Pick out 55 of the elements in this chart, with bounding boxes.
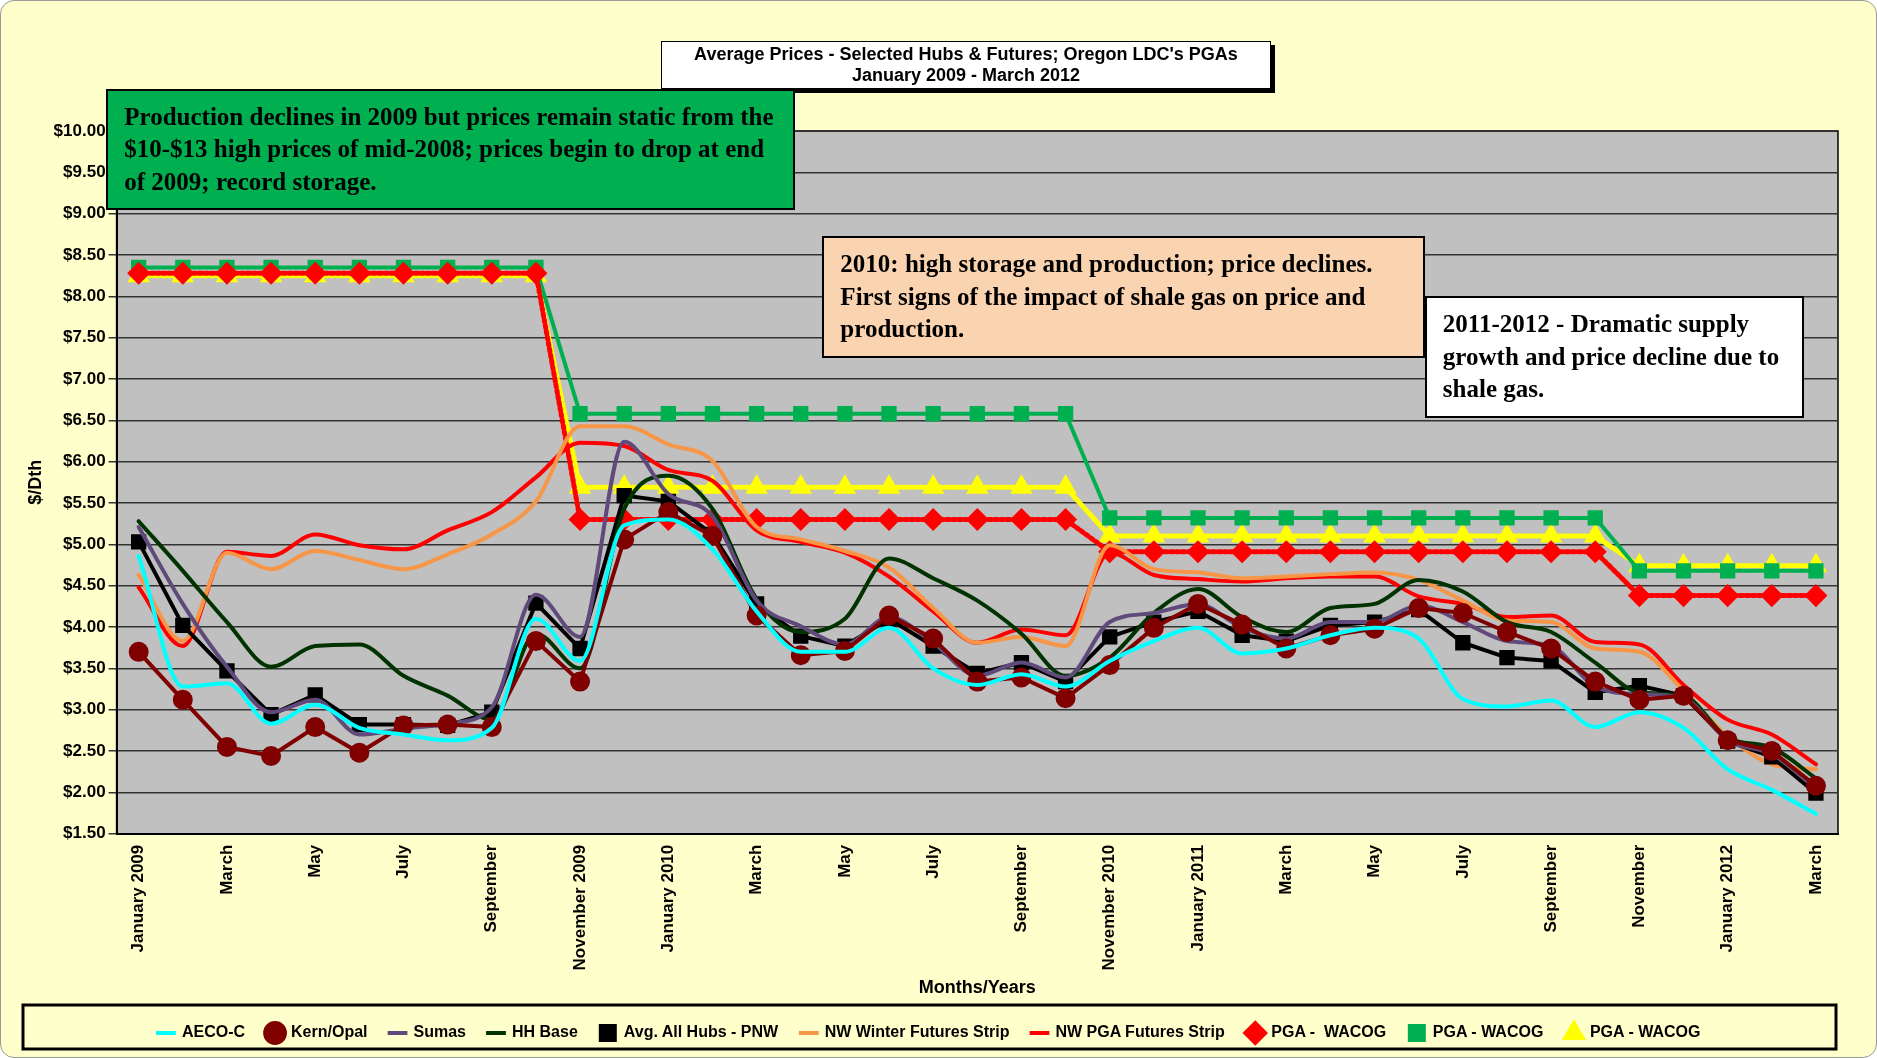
legend-label: Sumas [413, 1023, 467, 1041]
x-tick-label: July [393, 844, 413, 879]
x-tick-label: November [1629, 844, 1649, 928]
annotation: Production declines in 2009 but prices remain static from the $10-$13 high prices of mid-2008; prices begin to drop at end of 2009; record storage. [106, 88, 795, 211]
x-tick-label: March [1275, 844, 1295, 895]
x-tick-label: July [922, 844, 942, 879]
x-tick-label: May [834, 844, 854, 878]
x-tick-label: November 2010 [1099, 844, 1119, 971]
x-tick-label: May [304, 844, 324, 878]
legend-label: AECO-C [181, 1023, 246, 1041]
x-tick-label: January 2012 [1717, 844, 1737, 953]
legend-label: Kern/Opal [291, 1023, 368, 1041]
annotation: 2010: high storage and production; price declines. First signs of the impact of shale gas on price and production. [822, 236, 1425, 358]
x-tick-label: March [1805, 844, 1825, 895]
y-tick-label: $9.50 [63, 162, 106, 182]
x-tick-label: November 2009 [569, 844, 589, 971]
y-tick-label: $8.00 [63, 286, 106, 306]
y-tick-label: $2.00 [63, 782, 106, 802]
y-tick-label: $6.00 [63, 451, 106, 471]
x-tick-label: September [1011, 844, 1031, 933]
x-tick-label: March [216, 844, 236, 895]
y-tick-label: $7.00 [63, 368, 106, 388]
y-tick-label: $7.50 [63, 327, 106, 347]
y-tick-label: $10.00 [53, 120, 106, 140]
legend-label: PGA - WACOG [1432, 1023, 1544, 1041]
legend-label: Avg. All Hubs - PNW [623, 1023, 780, 1041]
legend-label: NW PGA Futures Strip [1055, 1023, 1225, 1041]
x-tick-label: January 2010 [658, 844, 678, 953]
y-tick-label: $9.00 [63, 203, 106, 223]
y-tick-label: $6.50 [63, 410, 106, 430]
x-tick-label: September [1540, 844, 1560, 933]
chart-subtitle: January 2009 - March 2012 [850, 65, 1082, 86]
legend-label: NW Winter Futures Strip [824, 1023, 1010, 1041]
x-tick-label: January 2011 [1187, 844, 1207, 952]
legend-label: PGA - WACOG [1271, 1023, 1387, 1041]
y-axis-title: $/Dth [24, 459, 45, 505]
y-tick-label: $5.50 [63, 492, 106, 512]
annotation: 2011-2012 - Dramatic supply growth and price decline due to shale gas. [1424, 296, 1804, 418]
legend-label: PGA - WACOG [1589, 1023, 1701, 1041]
y-tick-label: $3.50 [63, 658, 106, 678]
y-tick-label: $1.50 [63, 823, 106, 843]
y-tick-label: $2.50 [63, 740, 106, 760]
x-tick-label: September [481, 844, 501, 933]
chart-title: Average Prices - Selected Hubs & Futures; Oregon LDC's PGAs [693, 44, 1239, 65]
y-tick-label: $4.00 [63, 616, 106, 636]
y-tick-label: $4.50 [63, 575, 106, 595]
y-tick-label: $8.50 [63, 244, 106, 264]
y-tick-label: $5.00 [63, 534, 106, 554]
x-tick-label: July [1452, 844, 1472, 879]
x-tick-label: March [746, 844, 766, 895]
y-tick-label: $3.00 [63, 699, 106, 719]
x-tick-label: January 2009 [128, 844, 148, 953]
x-tick-label: May [1364, 844, 1384, 878]
x-axis-title: Months/Years [918, 977, 1036, 998]
legend-label: HH Base [511, 1023, 578, 1041]
